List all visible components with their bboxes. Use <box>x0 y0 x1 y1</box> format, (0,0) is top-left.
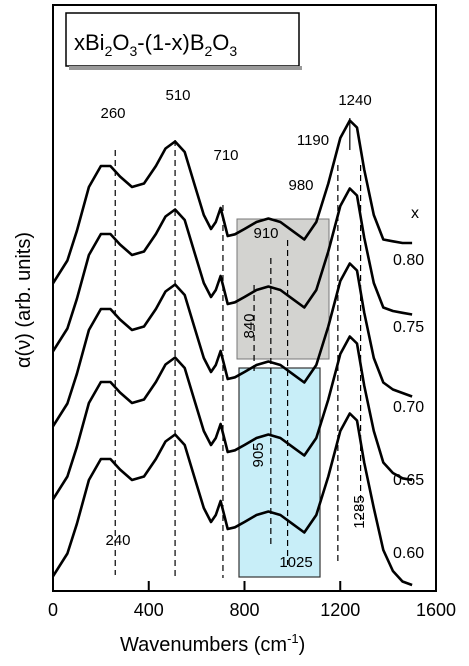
series-line-0.65 <box>51 335 413 500</box>
series-label: 0.65 <box>393 472 424 489</box>
x-axis-title-sup: -1 <box>287 631 299 646</box>
x-tick-label: 1600 <box>416 600 456 620</box>
peak-label-980: 980 <box>288 177 313 194</box>
spectra-curves <box>51 119 413 587</box>
x-axis-title: Wavenumbers (cm-1) <box>120 631 305 656</box>
y-axis-title: α(ν) (arb. units) <box>13 232 35 368</box>
x-tick-label: 400 <box>134 600 164 620</box>
series-label: 0.60 <box>393 545 424 562</box>
title-sub1: 2 <box>105 43 113 59</box>
series-line-0.75 <box>51 187 413 352</box>
series-line-0.80 <box>51 119 413 284</box>
title-sub3: 2 <box>205 43 213 59</box>
peak-label-910: 910 <box>253 225 278 242</box>
peak-label-1190: 1190 <box>297 132 329 149</box>
chart-title: xBi2O3-(1-x)B2O3 <box>74 30 237 59</box>
x-axis-ticks: 0 400 800 1200 1600 <box>48 581 456 620</box>
peak-label-1285: 1285 <box>351 495 368 528</box>
series-line-0.60 <box>51 412 413 587</box>
peak-label-840: 840 <box>241 313 258 338</box>
title-bi: Bi <box>85 30 105 55</box>
title-box-shadow <box>69 66 302 70</box>
gray-highlight-region <box>236 218 330 360</box>
title-x: x <box>74 30 85 55</box>
series-header: x <box>411 205 419 222</box>
series-label: 0.80 <box>393 252 424 269</box>
title-o: O <box>112 30 129 55</box>
peak-label-1025: 1025 <box>279 554 312 571</box>
x-axis-title-main: Wavenumbers (cm <box>120 634 287 656</box>
x-axis-title-close: ) <box>299 634 306 656</box>
series-labels: 0.80 0.75 0.70 0.65 0.60 <box>393 252 424 562</box>
x-tick-label: 1200 <box>320 600 360 620</box>
series-label: 0.75 <box>393 319 424 336</box>
title-mid: -(1-x)B <box>137 30 204 55</box>
title-o2: O <box>212 30 229 55</box>
title-box <box>65 12 300 67</box>
series-label: 0.70 <box>393 399 424 416</box>
peak-label-905: 905 <box>250 442 267 467</box>
title-sub2: 3 <box>129 43 137 59</box>
cyan-highlight-region <box>238 367 321 578</box>
peak-label-260: 260 <box>100 105 125 122</box>
peak-label-710: 710 <box>213 147 238 164</box>
x-tick-label: 0 <box>48 600 58 620</box>
peak-label-240: 240 <box>105 532 130 549</box>
series-line-0.70 <box>51 262 413 427</box>
x-tick-label: 800 <box>229 600 259 620</box>
peak-label-1240: 1240 <box>338 92 371 109</box>
peak-label-510: 510 <box>165 87 190 104</box>
title-sub4: 3 <box>229 43 237 59</box>
peak-annotations: 260 510 710 1190 1240 980 910 840 905 240 1025 1285 <box>100 87 371 571</box>
